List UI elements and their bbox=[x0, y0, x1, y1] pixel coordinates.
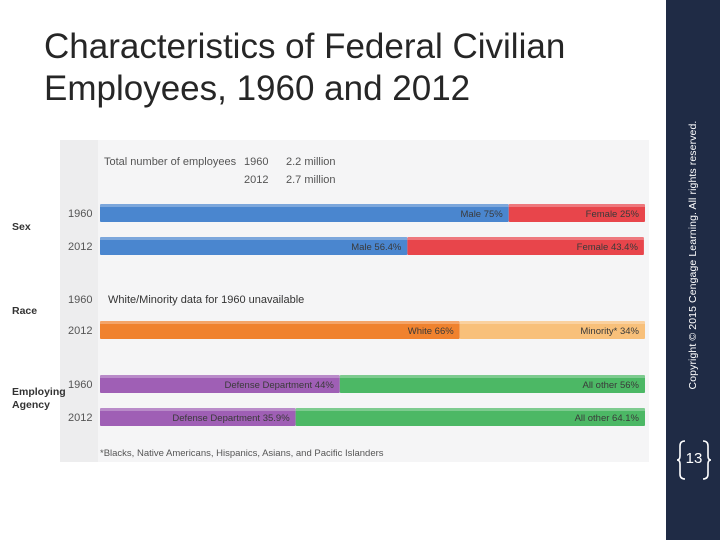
totals-year: 2012 bbox=[244, 174, 268, 186]
page-number: 13 bbox=[685, 450, 703, 467]
bar-label: Defense Department 44% bbox=[224, 380, 334, 391]
row-note: White/Minority data for 1960 unavailable bbox=[108, 294, 304, 306]
group-label: Sex bbox=[12, 221, 31, 233]
bar-segment bbox=[508, 204, 645, 222]
row-year: 1960 bbox=[68, 379, 92, 391]
group-label: Employing bbox=[12, 386, 66, 398]
bar-label: Female 25% bbox=[586, 209, 640, 220]
bar-label: Minority* 34% bbox=[580, 326, 639, 337]
bar-segment bbox=[100, 375, 340, 393]
bar-segment bbox=[100, 408, 296, 426]
bar-highlight bbox=[459, 321, 645, 324]
bar-segment bbox=[295, 408, 645, 426]
bar-highlight bbox=[100, 237, 408, 240]
bar-segment bbox=[459, 321, 645, 339]
bracket-frame-icon bbox=[676, 440, 712, 480]
footnote: *Blacks, Native Americans, Hispanics, As… bbox=[100, 448, 384, 459]
side-bar bbox=[666, 0, 720, 540]
bar-highlight bbox=[100, 375, 340, 378]
year-column-background bbox=[60, 140, 98, 462]
bar-highlight bbox=[295, 408, 645, 411]
bar-label: Defense Department 35.9% bbox=[172, 413, 290, 424]
bar-segment bbox=[100, 237, 408, 255]
bar-segment bbox=[100, 321, 460, 339]
row-year: 1960 bbox=[68, 294, 92, 306]
bar-label: All other 56% bbox=[582, 380, 639, 391]
row-year: 2012 bbox=[68, 325, 92, 337]
row-year: 2012 bbox=[68, 412, 92, 424]
federal-employees-chart: Total number of employees 1960 2.2 million… bbox=[12, 140, 649, 462]
bar-highlight bbox=[100, 204, 509, 207]
bar-highlight bbox=[508, 204, 645, 207]
copyright-notice: Copyright © 2015 Cengage Learning. All r… bbox=[687, 120, 699, 390]
row-year: 2012 bbox=[68, 241, 92, 253]
page-number-badge: 13 bbox=[676, 438, 712, 482]
totals-label: Total number of employees bbox=[104, 156, 237, 168]
bar-segment bbox=[407, 237, 644, 255]
slide-title: Characteristics of Federal Civilian Empl… bbox=[44, 27, 566, 108]
bar-highlight bbox=[407, 237, 644, 240]
bar-highlight bbox=[339, 375, 645, 378]
bar-label: Male 75% bbox=[461, 209, 504, 220]
totals-value: 2.2 million bbox=[286, 156, 336, 168]
bar-label: Male 56.4% bbox=[351, 242, 402, 253]
bar-label: All other 64.1% bbox=[575, 413, 640, 424]
group-label: Agency bbox=[12, 399, 50, 411]
bar-label: White 66% bbox=[408, 326, 454, 337]
bar-label: Female 43.4% bbox=[577, 242, 639, 253]
bar-segment bbox=[100, 204, 509, 222]
totals-value: 2.7 million bbox=[286, 174, 336, 186]
group-label: Race bbox=[12, 305, 37, 317]
row-year: 1960 bbox=[68, 208, 92, 220]
totals-year: 1960 bbox=[244, 156, 268, 168]
bar-highlight bbox=[100, 408, 296, 411]
bar-segment bbox=[339, 375, 645, 393]
bar-highlight bbox=[100, 321, 460, 324]
